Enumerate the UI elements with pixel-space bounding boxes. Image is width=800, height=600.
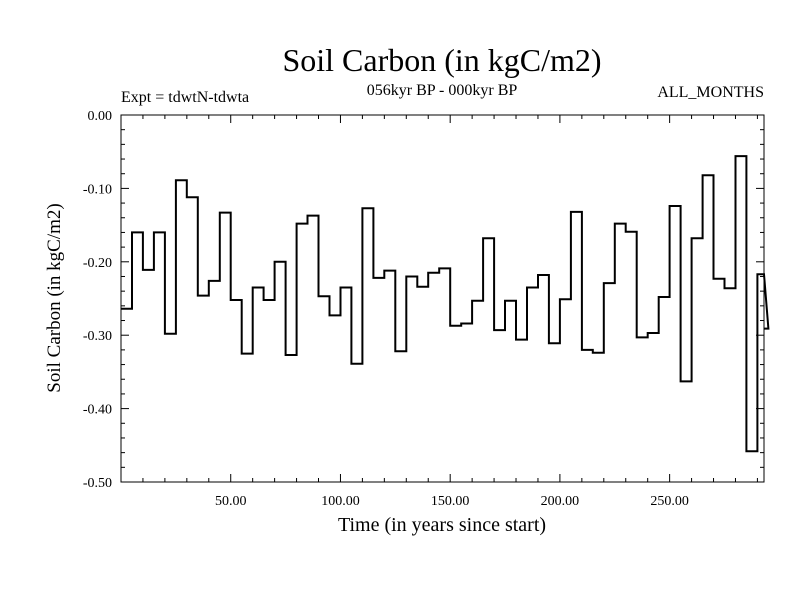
x-tick-label: 150.00 bbox=[431, 494, 470, 509]
x-tick-label: 250.00 bbox=[650, 494, 689, 509]
x-tick-label: 200.00 bbox=[541, 494, 580, 509]
y-tick-label: -0.30 bbox=[83, 329, 112, 344]
chart-subtitle: 056kyr BP - 000kyr BP bbox=[366, 82, 518, 99]
y-axis-label: Soil Carbon (in kgC/m2) bbox=[44, 203, 65, 392]
experiment-label: Expt = tdwtN-tdwta bbox=[121, 89, 250, 106]
x-tick-label: 50.00 bbox=[215, 494, 247, 509]
soil-carbon-series-line bbox=[121, 155, 770, 453]
y-tick-label: -0.50 bbox=[83, 476, 112, 491]
y-tick-label: 0.00 bbox=[88, 109, 113, 124]
y-tick-label: -0.40 bbox=[83, 403, 112, 418]
chart-title: Soil Carbon (in kgC/m2) bbox=[282, 42, 602, 78]
axis-ticks bbox=[121, 114, 764, 483]
plot-frame bbox=[120, 114, 765, 483]
months-label: ALL_MONTHS bbox=[657, 84, 764, 101]
x-tick-label: 100.00 bbox=[321, 494, 360, 509]
x-axis-label: Time (in years since start) bbox=[338, 514, 546, 536]
y-tick-label: -0.10 bbox=[83, 182, 112, 197]
axis-tick-labels: 50.00 100.00 150.00 200.00 250.00 0.00 -0.10 -0… bbox=[83, 109, 689, 509]
y-tick-label: -0.20 bbox=[83, 256, 112, 271]
